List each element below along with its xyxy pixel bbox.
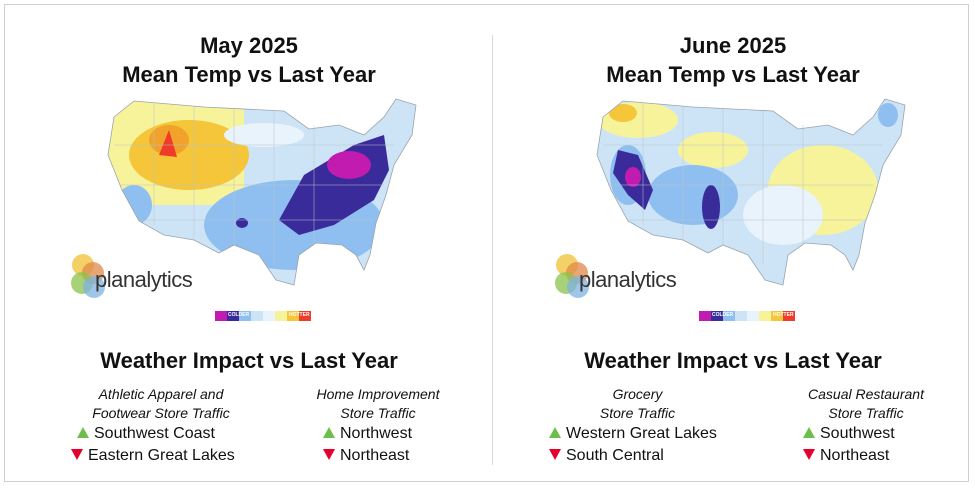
impact-item-down: South Central <box>549 445 730 467</box>
map-maine-colder-region <box>878 103 898 127</box>
panel-may-2025: May 2025 Mean Temp vs Last Year <box>9 5 489 483</box>
legend-swatch-warmer <box>287 311 299 321</box>
up-arrow-icon <box>549 427 561 438</box>
map-california-colder-region <box>116 185 152 225</box>
impact-column-grocery: Grocery Store Traffic Western Great Lake… <box>545 385 730 467</box>
column-header-line1: Casual Restaurant <box>808 386 924 402</box>
up-arrow-icon <box>803 427 815 438</box>
map-colorado-much-colder-region <box>702 185 720 229</box>
map-ohio-extreme-cold-region <box>327 151 371 179</box>
map-north-plains-neutral-region <box>224 123 304 147</box>
legend-swatch-neutral <box>747 311 759 321</box>
down-arrow-icon <box>71 449 83 460</box>
map-state-borders <box>603 103 883 265</box>
up-arrow-icon <box>323 427 335 438</box>
legend-swatch-much-colder <box>215 311 227 321</box>
legend-swatch-slightly-warmer <box>275 311 287 321</box>
column-header-line2: Footwear Store Traffic <box>92 405 230 421</box>
legend-swatch-colder-strong <box>711 311 723 321</box>
impact-item-label: Southwest <box>820 425 895 442</box>
infographic-frame: May 2025 Mean Temp vs Last Year <box>4 4 969 482</box>
us-temp-anomaly-map <box>107 98 417 286</box>
map-nevada-extreme-cold-region <box>625 167 641 187</box>
down-arrow-icon <box>803 449 815 460</box>
legend-swatch-hotter <box>299 311 311 321</box>
panel-title-month: June 2025 <box>679 33 787 58</box>
column-header-line1: Athletic Apparel and <box>98 386 224 402</box>
legend-swatch-colder <box>723 311 735 321</box>
map-oklahoma-spot-region <box>236 218 248 228</box>
map-washington-warmer-region <box>609 104 637 122</box>
temp-color-legend: COLDER HOTTER <box>215 311 311 321</box>
impact-item-label: Eastern Great Lakes <box>88 447 235 464</box>
impact-column-casual-restaurant: Casual Restaurant Store Traffic Southwes… <box>791 385 941 467</box>
down-arrow-icon <box>323 449 335 460</box>
map-northwest-warm-region <box>598 102 678 138</box>
impact-item-up: Western Great Lakes <box>549 423 730 445</box>
panel-divider <box>492 35 493 465</box>
down-arrow-icon <box>549 449 561 460</box>
map-southwest-colder-region <box>648 165 738 225</box>
planalytics-logo-mark <box>555 254 589 298</box>
panel-title-subtitle: Mean Temp vs Last Year <box>606 62 860 87</box>
impact-column-home-improvement: Home Improvement Store Traffic Northwest… <box>303 385 453 467</box>
impact-item-up: Northwest <box>323 423 453 445</box>
impact-item-label: Northeast <box>820 447 890 464</box>
map-south-neutral-region <box>743 185 823 245</box>
legend-swatch-much-colder <box>699 311 711 321</box>
impact-item-down: Northeast <box>803 445 941 467</box>
legend-colder-label: COLDER <box>712 312 734 318</box>
planalytics-logo-mark <box>71 254 105 298</box>
us-temp-anomaly-map <box>596 98 906 286</box>
impact-item-label: Northeast <box>340 447 410 464</box>
weather-impact-title: Weather Impact vs Last Year <box>100 348 398 373</box>
planalytics-logo-text: planalytics <box>579 267 677 292</box>
temp-color-legend: COLDER HOTTER <box>699 311 795 321</box>
impact-item-label: Southwest Coast <box>94 425 215 442</box>
panel-title-subtitle: Mean Temp vs Last Year <box>122 62 376 87</box>
legend-swatch-warmer <box>771 311 783 321</box>
legend-swatch-slightly-warmer <box>759 311 771 321</box>
column-header-line1: Home Improvement <box>316 386 440 402</box>
impact-item-label: South Central <box>566 447 664 464</box>
legend-swatch-colder <box>239 311 251 321</box>
legend-swatch-slightly-colder <box>735 311 747 321</box>
legend-hotter-label: HOTTER <box>773 312 794 318</box>
legend-colder-label: COLDER <box>228 312 250 318</box>
panel-june-2025: June 2025 Mean Temp vs Last Year <box>493 5 973 483</box>
legend-swatch-neutral <box>263 311 275 321</box>
column-header-line1: Grocery <box>612 386 663 402</box>
impact-item-label: Western Great Lakes <box>566 425 717 442</box>
impact-item-up: Southwest <box>803 423 941 445</box>
column-header-line2: Store Traffic <box>828 405 904 421</box>
column-header-line2: Store Traffic <box>340 405 416 421</box>
weather-impact-title: Weather Impact vs Last Year <box>584 348 882 373</box>
impact-item-down: Northeast <box>323 445 453 467</box>
legend-hotter-label: HOTTER <box>289 312 310 318</box>
legend-swatch-slightly-colder <box>251 311 263 321</box>
planalytics-logo-text: planalytics <box>95 267 193 292</box>
impact-item-down: Eastern Great Lakes <box>71 445 251 467</box>
legend-swatch-hotter <box>783 311 795 321</box>
column-header-line2: Store Traffic <box>599 405 676 421</box>
up-arrow-icon <box>77 427 89 438</box>
map-state-borders <box>114 103 394 265</box>
impact-item-label: Northwest <box>340 425 413 442</box>
map-idaho-hottest-region <box>159 130 177 157</box>
panel-title-month: May 2025 <box>200 33 298 58</box>
map-southeast-warmer-region <box>372 233 396 257</box>
impact-column-athletic: Athletic Apparel and Footwear Store Traf… <box>71 385 251 467</box>
impact-item-up: Southwest Coast <box>77 423 251 445</box>
legend-swatch-colder-strong <box>227 311 239 321</box>
map-north-plains-warm-region <box>678 132 748 168</box>
